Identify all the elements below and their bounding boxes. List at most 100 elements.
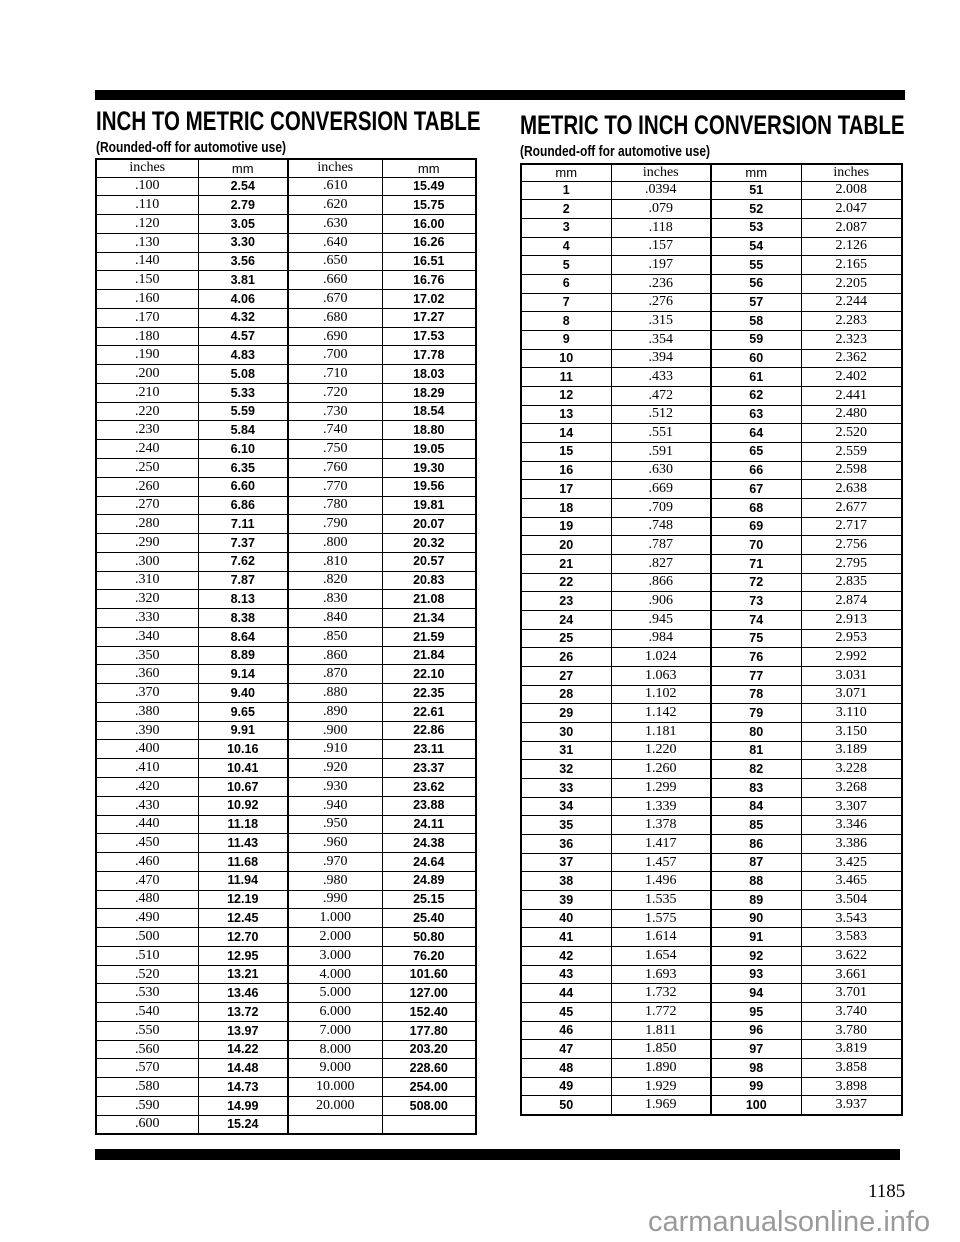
mm-cell: 44 [520, 983, 612, 1004]
mm-cell: 66 [710, 460, 802, 481]
table-cell: 3.031 [800, 665, 903, 686]
table-cell: 14.22 [197, 1039, 289, 1060]
table-cell: 1.575 [610, 908, 712, 929]
table-cell: 23.11 [381, 739, 477, 760]
table-cell: 9.14 [197, 664, 289, 685]
mm-cell: 80 [710, 721, 802, 742]
table-cell: 6.000 [287, 1002, 383, 1022]
table-cell: 2.402 [800, 367, 903, 387]
mm-cell: 82 [710, 759, 802, 779]
inch-to-metric-title: INCH TO METRIC CONVERSION TABLE [96, 106, 481, 136]
table-cell: .410 [95, 758, 199, 778]
table-cell: .472 [610, 385, 712, 406]
table-cell: .400 [95, 739, 199, 760]
table-row: 20.787 70 2.756 [520, 535, 903, 555]
mm-cell: 50 [520, 1095, 612, 1116]
table-cell: 127.00 [381, 983, 477, 1004]
top-rule [95, 90, 905, 100]
table-cell: 12.45 [197, 908, 289, 929]
table-cell: .512 [610, 404, 712, 425]
table-cell: .330 [95, 608, 199, 628]
table-row: .440 11.18.950 24.11 [95, 814, 477, 835]
mm-cell: 23 [520, 591, 612, 611]
table-cell: 3.30 [197, 232, 289, 253]
table-cell: .900 [287, 720, 383, 741]
table-cell: .430 [95, 795, 199, 816]
table-cell: .310 [95, 570, 199, 591]
metric-to-inch-title: METRIC TO INCH CONVERSION TABLE [520, 110, 905, 140]
table-cell: .340 [95, 626, 199, 647]
table-cell: 23.37 [381, 758, 477, 778]
mm-cell: 91 [710, 927, 802, 948]
table-row: 9.354 59 2.323 [520, 329, 903, 350]
mm-cell: 20 [520, 535, 612, 555]
table-row: 6.236 56 2.205 [520, 273, 903, 294]
column-header: inches [610, 163, 712, 182]
table-cell: .800 [287, 533, 383, 553]
table-cell: .760 [287, 457, 383, 478]
table-row: .220 5.59.730 18.54 [95, 401, 477, 422]
inch-to-metric-table: inches mm inches mm .100 2.54.610 15.49.11… [95, 158, 477, 1136]
table-cell: .200 [95, 364, 199, 384]
table-row: .110 2.79.620 15.75 [95, 195, 477, 216]
table-row: 47 1.850 97 3.819 [520, 1039, 903, 1060]
table-cell: .830 [287, 589, 383, 610]
table-cell: 2.835 [800, 572, 903, 593]
table-cell: 1.181 [610, 721, 712, 742]
mm-cell: 45 [520, 1002, 612, 1022]
table-row: .370 9.40.880 22.35 [95, 683, 477, 703]
table-cell: 13.21 [197, 964, 289, 985]
table-cell: .354 [610, 329, 712, 350]
table-cell: 2.047 [800, 199, 903, 219]
table-cell: 2.717 [800, 516, 903, 537]
table-cell: 1.102 [610, 684, 712, 705]
table-cell: .370 [95, 683, 199, 703]
table-cell: 50.80 [381, 927, 477, 947]
table-cell: 5.84 [197, 420, 289, 441]
mm-cell: 78 [710, 684, 802, 705]
table-cell: 1.378 [610, 815, 712, 836]
table-cell: 13.46 [197, 983, 289, 1004]
table-cell: 3.898 [800, 1076, 903, 1097]
mm-cell: 97 [710, 1039, 802, 1060]
table-row: 5.197 55 2.165 [520, 255, 903, 275]
table-cell: 5.33 [197, 382, 289, 403]
table-row: .450 11.43.960 24.38 [95, 833, 477, 854]
mm-cell: 40 [520, 908, 612, 929]
mm-cell: 25 [520, 628, 612, 649]
table-cell: 1.000 [287, 908, 383, 929]
mm-cell: 99 [710, 1076, 802, 1097]
table-cell: 6.10 [197, 439, 289, 459]
table-cell: 1.457 [610, 852, 712, 873]
table-cell: 203.20 [381, 1039, 477, 1060]
table-row: .310 7.87.820 20.83 [95, 570, 477, 591]
table-cell: 2.874 [800, 591, 903, 611]
mm-cell: 28 [520, 684, 612, 705]
table-cell: 18.80 [381, 420, 477, 441]
table-cell: .530 [95, 983, 199, 1004]
table-cell: 11.94 [197, 870, 289, 891]
mm-cell: 88 [710, 871, 802, 892]
table-cell: .110 [95, 195, 199, 216]
table-cell: 3.071 [800, 684, 903, 705]
table-cell: .580 [95, 1077, 199, 1098]
table-cell: 2.953 [800, 628, 903, 649]
mm-cell: 42 [520, 946, 612, 966]
table-row: .470 11.94.980 24.89 [95, 870, 477, 891]
mm-cell: 57 [710, 292, 802, 313]
table-cell: 4.000 [287, 964, 383, 985]
table-cell: 1.890 [610, 1058, 712, 1078]
table-cell: 3.465 [800, 871, 903, 892]
table-row: 2.079 52 2.047 [520, 199, 903, 219]
table-row: 11.433 61 2.402 [520, 367, 903, 387]
table-cell: .890 [287, 701, 383, 722]
table-cell: 7.87 [197, 570, 289, 591]
table-cell: 10.92 [197, 795, 289, 816]
table-cell: 3.819 [800, 1039, 903, 1060]
metric-to-inch-subtitle: (Rounded-off for automotive use) [520, 143, 710, 160]
table-cell: 3.740 [800, 1002, 903, 1022]
mm-cell: 21 [520, 553, 612, 574]
table-row: .200 5.08.710 18.03 [95, 364, 477, 384]
table-cell: .470 [95, 870, 199, 891]
mm-cell: 83 [710, 778, 802, 798]
